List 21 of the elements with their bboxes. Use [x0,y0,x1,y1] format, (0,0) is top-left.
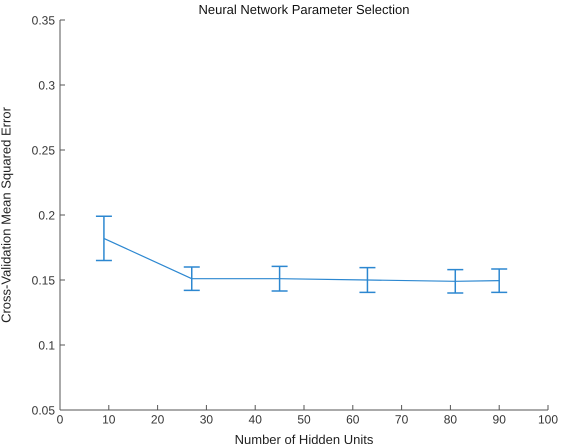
y-tick-label: 0.35 [32,13,56,28]
chart-title: Neural Network Parameter Selection [198,2,410,17]
x-tick-label: 20 [150,412,165,427]
x-tick-label: 40 [248,412,262,427]
y-tick-label: 0.2 [38,208,56,222]
x-axis-title: Number of Hidden Units [234,432,374,444]
y-axis-title: Cross-Validation Mean Squared Error [0,106,14,323]
y-tick-label: 0.1 [38,338,56,352]
x-tick-label: 100 [538,412,558,427]
y-tick-label: 0.15 [32,273,56,288]
x-tick-label: 80 [444,412,458,427]
x-tick-label: 70 [394,412,409,427]
y-tick-label: 0.3 [38,78,56,92]
y-tick-label: 0.05 [32,403,56,418]
x-tick-label: 60 [346,412,360,427]
x-tick-label: 10 [102,412,116,427]
x-tick-label: 50 [297,412,311,427]
x-tick-label: 0 [56,412,64,427]
y-tick-label: 0.25 [32,143,56,158]
x-tick-label: 90 [492,412,506,427]
x-tick-label: 30 [200,412,214,427]
